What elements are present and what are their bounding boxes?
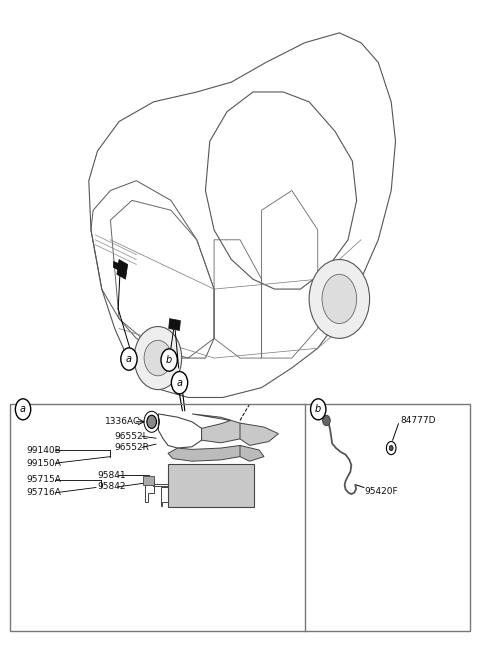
Text: 95716A: 95716A [26, 488, 61, 497]
Text: 96552L: 96552L [114, 432, 148, 441]
Circle shape [171, 372, 188, 394]
Circle shape [121, 348, 137, 370]
Text: 96552R: 96552R [114, 443, 149, 452]
Circle shape [15, 399, 31, 420]
Polygon shape [192, 414, 250, 443]
Text: a: a [126, 354, 132, 364]
Polygon shape [168, 445, 250, 461]
Text: 95841: 95841 [97, 470, 126, 480]
Ellipse shape [322, 275, 357, 324]
Text: 95715A: 95715A [26, 475, 61, 484]
Circle shape [147, 415, 156, 428]
Text: 84777D: 84777D [401, 416, 436, 425]
Circle shape [161, 349, 177, 371]
Circle shape [311, 399, 326, 420]
Ellipse shape [134, 327, 182, 390]
Polygon shape [169, 319, 180, 330]
Text: b: b [315, 404, 322, 415]
Ellipse shape [144, 340, 172, 376]
Text: 99150A: 99150A [26, 459, 61, 468]
Bar [143, 476, 154, 485]
Text: a: a [177, 378, 182, 388]
Text: 1336AC: 1336AC [105, 417, 140, 426]
Polygon shape [240, 445, 264, 461]
Bar [168, 464, 254, 507]
Polygon shape [117, 260, 128, 279]
Text: 95842: 95842 [97, 482, 126, 491]
Polygon shape [113, 261, 121, 271]
Circle shape [323, 415, 330, 426]
Bar [10, 404, 470, 631]
Circle shape [389, 445, 393, 451]
Polygon shape [240, 423, 278, 445]
Text: a: a [20, 404, 26, 415]
Ellipse shape [309, 260, 370, 338]
Text: 95420F: 95420F [365, 487, 398, 496]
Text: 99140B: 99140B [26, 445, 61, 455]
Text: b: b [166, 355, 172, 365]
